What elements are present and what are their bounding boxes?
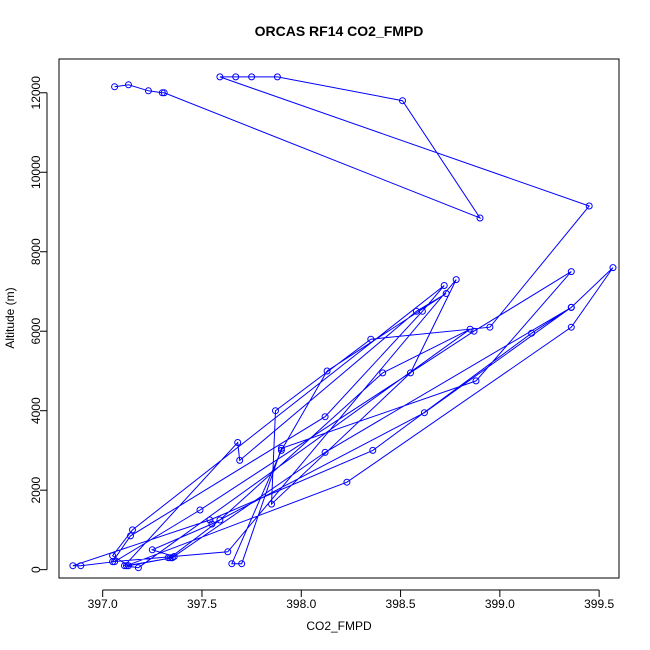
plot-frame (58, 58, 620, 579)
data-point (609, 264, 617, 272)
data-point (196, 506, 204, 514)
x-tick-label: 399.5 (584, 597, 614, 611)
data-point (228, 560, 236, 568)
data-point (170, 553, 178, 560)
x-axis-label: CO2_FMPD (306, 619, 372, 633)
data-point (234, 439, 242, 446)
data-point (144, 87, 152, 95)
data-point (272, 407, 279, 415)
data-point (208, 520, 216, 528)
x-tick-label: 398.5 (386, 597, 416, 611)
data-point (412, 307, 420, 315)
y-tick-label: 4000 (29, 397, 43, 424)
y-tick-label: 0 (29, 566, 43, 573)
data-point (236, 456, 244, 464)
data-points (69, 73, 617, 572)
data-point (206, 516, 214, 524)
data-point (224, 548, 232, 556)
data-point (268, 500, 275, 508)
data-point (123, 562, 130, 570)
y-tick-label: 8000 (29, 238, 43, 265)
data-point (472, 377, 480, 385)
data-point (111, 83, 119, 91)
data-point (399, 97, 406, 105)
y-axis-label: Altitude (m) (3, 287, 17, 348)
data-point (369, 446, 377, 454)
data-point (440, 282, 448, 289)
data-point (129, 526, 136, 534)
x-tick-label: 397.5 (187, 597, 217, 611)
data-point (148, 546, 156, 554)
data-point (158, 89, 166, 97)
data-point (476, 214, 484, 222)
data-point (486, 323, 494, 331)
data-point (452, 276, 460, 284)
data-point (160, 89, 168, 97)
y-tick-label: 2000 (29, 477, 43, 504)
data-point (109, 552, 117, 560)
x-tick-label: 398.0 (286, 597, 316, 611)
data-point (216, 73, 224, 81)
data-point (442, 290, 450, 297)
y-tick-label: 12000 (29, 76, 43, 110)
y-tick-label: 6000 (29, 318, 43, 345)
data-point (567, 303, 575, 311)
data-point (111, 558, 119, 566)
data-point (367, 335, 375, 343)
y-axis: 0 2000 4000 6000 8000 10000 12000 (29, 76, 48, 573)
data-point (125, 562, 132, 570)
data-point (69, 562, 77, 570)
data-point (127, 532, 134, 540)
data-point (134, 564, 142, 572)
data-point (528, 329, 536, 337)
data-point (125, 81, 132, 89)
data-point (470, 327, 478, 335)
data-point (343, 478, 351, 486)
y-tick-label: 10000 (29, 155, 43, 189)
data-point (321, 413, 329, 421)
data-point (121, 562, 128, 570)
data-point (407, 369, 414, 377)
data-point (567, 268, 575, 276)
data-point (232, 73, 240, 81)
data-point (273, 73, 281, 81)
data-point (166, 554, 174, 562)
data-point (420, 409, 428, 417)
data-point (277, 446, 285, 454)
series-line (72, 76, 614, 569)
data-point (321, 448, 329, 456)
data-point (238, 560, 246, 568)
data-point (77, 562, 85, 570)
data-point (248, 73, 256, 81)
chart-title: ORCAS RF14 CO2_FMPD (255, 23, 424, 39)
x-axis: 397.0 397.5 398.0 398.5 399.0 399.5 (88, 589, 614, 611)
data-point (216, 516, 224, 524)
x-tick-label: 397.0 (88, 597, 118, 611)
data-point (585, 202, 593, 210)
x-tick-label: 399.0 (485, 597, 515, 611)
data-point (379, 369, 387, 377)
data-point (277, 444, 285, 452)
data-point (567, 323, 575, 331)
data-point (466, 325, 474, 333)
data-point (323, 367, 331, 375)
